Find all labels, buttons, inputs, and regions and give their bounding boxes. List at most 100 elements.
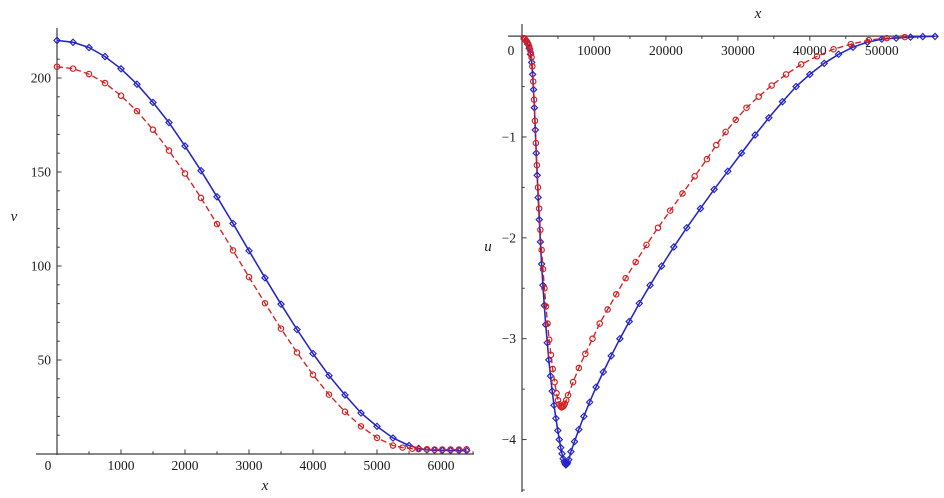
diamond-marker [117, 64, 125, 73]
diamond-marker [723, 167, 732, 176]
series-markers-red-dashed-circle [520, 33, 909, 411]
circle-marker [408, 445, 416, 453]
circle-marker [373, 434, 381, 442]
circle-marker [847, 40, 855, 48]
y-axis-title: u [484, 239, 492, 255]
circle-marker [415, 445, 422, 453]
circle-marker [197, 194, 205, 202]
circle-marker [431, 446, 438, 453]
circle-marker [549, 365, 556, 373]
circle-marker [537, 226, 544, 234]
diamond-marker [607, 351, 616, 360]
circle-marker [399, 444, 406, 451]
diamond-marker [197, 166, 205, 175]
circle-marker [528, 54, 535, 61]
circle-marker [527, 49, 535, 57]
circle-marker [423, 446, 431, 453]
circle-marker [463, 446, 470, 453]
circle-marker [589, 335, 596, 342]
diamond-marker [669, 242, 678, 251]
diamond-marker [751, 131, 760, 139]
diamond-marker [574, 425, 583, 434]
diamond-marker [101, 52, 109, 61]
diamond-marker [570, 437, 579, 446]
diamond-marker [646, 281, 654, 290]
left-chart: 1000 2000 3000 4000 5000 6000 50 100 150 200 0 x v [11, 28, 474, 494]
circle-marker [341, 408, 349, 415]
x-tick-label: 30000 [721, 43, 755, 58]
x-tick-label: 20000 [649, 43, 683, 58]
diamond-marker [599, 368, 608, 376]
diamond-marker [181, 142, 189, 150]
diamond-marker [737, 149, 746, 158]
circle-marker [547, 351, 555, 359]
circle-marker [782, 71, 790, 78]
circle-marker [632, 258, 639, 266]
series-markers-red-dashed-circle [53, 63, 470, 453]
circle-marker [455, 446, 463, 453]
circle-marker [539, 265, 547, 273]
diamond-marker [69, 38, 77, 47]
y-tick-label: −3 [502, 331, 517, 346]
diamond-marker [149, 98, 157, 107]
circle-marker [245, 273, 253, 281]
diamond-marker [918, 32, 927, 41]
diamond-marker [546, 372, 555, 380]
diamond-marker [834, 50, 843, 59]
diamond-marker [245, 246, 253, 255]
x-axis-title: x [754, 6, 762, 22]
circle-marker [830, 45, 837, 53]
diamond-marker [261, 273, 269, 282]
x-tick-label: 6000 [428, 458, 455, 473]
x-tick-label: 5000 [364, 458, 391, 473]
circle-marker [865, 36, 873, 44]
circle-marker [542, 303, 550, 310]
diamond-marker [277, 300, 285, 309]
diamond-marker [564, 455, 573, 464]
y-tick-label: 50 [38, 353, 52, 368]
circle-marker [117, 92, 125, 99]
series-line-blue-solid-diamond [523, 35, 936, 466]
circle-marker [666, 207, 674, 214]
right-chart-svg: 10000 20000 30000 40000 50000 −1 −2 −3 −4 0 x u [484, 6, 939, 492]
origin-label: 0 [45, 458, 52, 473]
diamond-marker [551, 414, 560, 423]
circle-marker [722, 128, 729, 136]
circle-marker [309, 371, 317, 378]
circle-marker [732, 116, 739, 124]
diamond-marker [341, 391, 349, 399]
y-axis-title: v [11, 209, 18, 225]
diamond-marker [820, 59, 829, 68]
circle-marker [53, 63, 61, 70]
y-tick-label: −4 [502, 432, 517, 447]
circle-marker [535, 205, 543, 212]
diamond-marker [710, 185, 719, 194]
origin-label: 0 [508, 43, 515, 58]
circle-marker [529, 78, 537, 85]
circle-marker [447, 446, 454, 453]
series-markers-blue-solid-diamond [53, 36, 471, 455]
diamond-marker [792, 82, 801, 91]
circle-marker [551, 378, 558, 386]
diamond-marker [293, 325, 301, 334]
diamond-marker [931, 32, 939, 41]
diamond-marker [849, 43, 857, 52]
x-tick-label: 10000 [577, 43, 611, 58]
circle-marker [293, 349, 301, 356]
series-markers-blue-solid-diamond [520, 32, 939, 469]
diamond-marker [615, 334, 624, 343]
right-chart: 10000 20000 30000 40000 50000 −1 −2 −3 −4 0 x u [480, 0, 944, 498]
series-line-red-dashed-circle [523, 36, 905, 409]
circle-marker [181, 170, 189, 177]
diamond-marker [357, 409, 365, 417]
circle-marker [883, 34, 891, 42]
circle-marker [703, 155, 711, 163]
y-tick-label: 200 [31, 71, 52, 86]
circle-marker [691, 173, 698, 180]
diamond-marker [85, 43, 93, 52]
x-tick-label: 4000 [300, 458, 327, 473]
circle-marker [797, 61, 805, 68]
circle-marker [541, 284, 548, 292]
circle-marker [325, 391, 333, 398]
diamond-marker [625, 317, 634, 326]
